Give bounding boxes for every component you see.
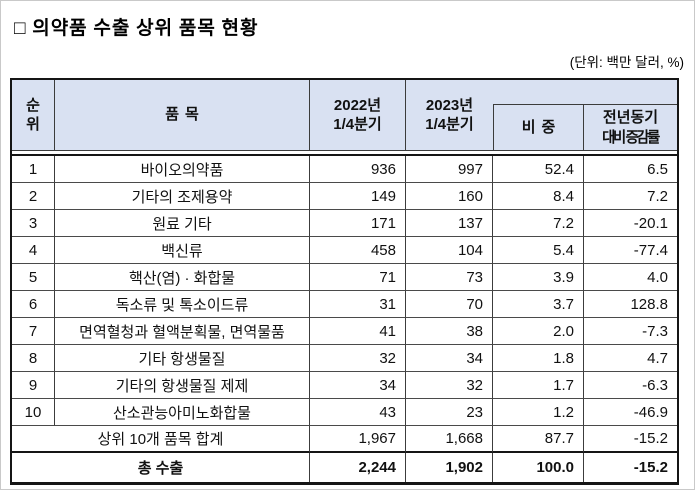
total-yoy-cell: -15.2 xyxy=(633,459,668,476)
rank-cell: 3 xyxy=(12,210,55,237)
share-cell: 2.0 xyxy=(493,318,584,345)
header-2022-year: 2022년 xyxy=(333,96,382,114)
header-yoy-line2: 대비 증감률 xyxy=(602,128,661,146)
share-cell: 5.4 xyxy=(493,237,584,264)
rank-cell: 5 xyxy=(12,264,55,291)
value-2023-cell: 70 xyxy=(406,291,493,318)
value-2022-cell: 34 xyxy=(310,372,406,399)
header-rank-line1: 순 xyxy=(26,96,40,114)
subtotal-2022-cell: 1,967 xyxy=(310,426,406,453)
export-items-table: 순 위 품목 2022년 1/4분기 2023년 1/4분기 비중 전년동기 대… xyxy=(10,78,679,485)
rank-cell: 2 xyxy=(12,183,55,210)
share-cell: 1.2 xyxy=(493,399,584,426)
total-2023-cell: 1,902 xyxy=(406,453,493,482)
total-row: 총 수출 2,244 1,902 100.0 -15.2 xyxy=(12,453,677,482)
item-cell: 원료 기타 xyxy=(55,210,310,237)
item-cell: 백신류 xyxy=(55,237,310,264)
yoy-cell: -6.3 xyxy=(584,372,677,399)
share-cell: 8.4 xyxy=(493,183,584,210)
share-cell: 7.2 xyxy=(493,210,584,237)
value-2022-cell: 41 xyxy=(310,318,406,345)
yoy-cell: -46.9 xyxy=(584,399,677,426)
subtotal-label-cell: 상위 10개 품목 합계 xyxy=(12,426,310,453)
header-2022-q1: 2022년 1/4분기 xyxy=(310,80,406,150)
value-2023-cell: 104 xyxy=(406,237,493,264)
value-2023-cell: 34 xyxy=(406,345,493,372)
share-cell: 3.9 xyxy=(493,264,584,291)
item-cell: 기타의 조제용약 xyxy=(55,183,310,210)
yoy-cell: 6.5 xyxy=(584,156,677,183)
share-cell: 3.7 xyxy=(493,291,584,318)
header-2023-quarter: 1/4분기 xyxy=(425,116,474,133)
subtotal-share-cell: 87.7 xyxy=(493,426,584,453)
header-2023-q1: 2023년 1/4분기 xyxy=(406,80,493,150)
total-share-cell: 100.0 xyxy=(493,453,584,482)
subtotal-2023-cell: 1,668 xyxy=(406,426,493,453)
value-2022-cell: 171 xyxy=(310,210,406,237)
header-rank-line2: 위 xyxy=(26,116,40,133)
total-2022-cell: 2,244 xyxy=(310,453,406,482)
unit-note: (단위: 백만 달러, %) xyxy=(569,55,684,70)
yoy-cell: 128.8 xyxy=(584,291,677,318)
rank-cell: 8 xyxy=(12,345,55,372)
header-item: 품목 xyxy=(55,80,310,150)
header-yoy: 전년동기 대비 증감률 xyxy=(584,105,677,150)
header-blank-strip xyxy=(493,80,677,105)
yoy-cell: 7.2 xyxy=(584,183,677,210)
value-2023-cell: 137 xyxy=(406,210,493,237)
value-2022-cell: 458 xyxy=(310,237,406,264)
yoy-cell: -77.4 xyxy=(584,237,677,264)
table-body: 1 바이오의약품 936 997 52.4 6.5 2 기타의 조제용약 149… xyxy=(12,156,677,426)
subtotal-row: 상위 10개 품목 합계 1,967 1,668 87.7 -15.2 xyxy=(12,426,677,453)
rank-cell: 4 xyxy=(12,237,55,264)
page-title: □ 의약품 수출 상위 품목 현황 xyxy=(14,18,259,39)
value-2023-cell: 23 xyxy=(406,399,493,426)
header-double-rule xyxy=(12,151,677,156)
value-2022-cell: 71 xyxy=(310,264,406,291)
item-cell: 바이오의약품 xyxy=(55,156,310,183)
item-cell: 핵산(염) · 화합물 xyxy=(55,264,310,291)
rank-cell: 7 xyxy=(12,318,55,345)
yoy-cell: -7.3 xyxy=(584,318,677,345)
value-2022-cell: 43 xyxy=(310,399,406,426)
header-yoy-line1: 전년동기 xyxy=(602,109,659,126)
rank-cell: 6 xyxy=(12,291,55,318)
rank-cell: 10 xyxy=(12,399,55,426)
header-share: 비중 xyxy=(493,105,584,150)
item-cell: 면역혈청과 혈액분획물, 면역물품 xyxy=(55,318,310,345)
yoy-cell: 4.0 xyxy=(584,264,677,291)
value-2023-cell: 160 xyxy=(406,183,493,210)
yoy-cell: 4.7 xyxy=(584,345,677,372)
value-2023-cell: 32 xyxy=(406,372,493,399)
rank-cell: 1 xyxy=(12,156,55,183)
rank-cell: 9 xyxy=(12,372,55,399)
total-label-cell: 총 수출 xyxy=(12,453,310,482)
value-2023-cell: 73 xyxy=(406,264,493,291)
header-2022-quarter: 1/4분기 xyxy=(333,116,382,133)
item-cell: 산소관능아미노화합물 xyxy=(55,399,310,426)
item-cell: 독소류 및 톡소이드류 xyxy=(55,291,310,318)
share-cell: 52.4 xyxy=(493,156,584,183)
yoy-cell: -20.1 xyxy=(584,210,677,237)
table-header: 순 위 품목 2022년 1/4분기 2023년 1/4분기 비중 전년동기 대… xyxy=(12,80,677,151)
header-rank: 순 위 xyxy=(12,80,55,150)
share-cell: 1.8 xyxy=(493,345,584,372)
value-2022-cell: 31 xyxy=(310,291,406,318)
header-2023-year: 2023년 xyxy=(425,96,474,114)
value-2022-cell: 936 xyxy=(310,156,406,183)
value-2022-cell: 32 xyxy=(310,345,406,372)
item-cell: 기타의 항생물질 제제 xyxy=(55,372,310,399)
value-2023-cell: 997 xyxy=(406,156,493,183)
value-2022-cell: 149 xyxy=(310,183,406,210)
item-cell: 기타 항생물질 xyxy=(55,345,310,372)
share-cell: 1.7 xyxy=(493,372,584,399)
subtotal-yoy-cell: -15.2 xyxy=(584,426,677,453)
value-2023-cell: 38 xyxy=(406,318,493,345)
